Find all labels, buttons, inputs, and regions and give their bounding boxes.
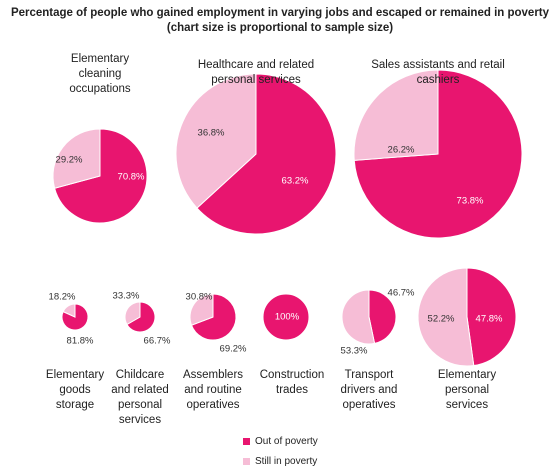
- pie-slice-still-in-poverty: [353, 69, 439, 161]
- pie-value-label-still: 53.3%: [341, 346, 368, 357]
- pie-category-label-line: personal: [444, 384, 490, 396]
- pie-slice-out-of-poverty: [190, 293, 237, 341]
- pie-category-label-line: Assemblers: [182, 369, 244, 381]
- pie-value-label-out: 47.8%: [476, 314, 503, 325]
- pie-category-label-line: drivers and: [340, 384, 398, 396]
- pie-category-label-line: Healthcare and related: [197, 59, 315, 71]
- legend-label-still-in-poverty: Still in poverty: [255, 455, 318, 467]
- pie-value-label-still: 18.2%: [49, 292, 76, 303]
- pie-category-label-line: Elementary: [70, 53, 130, 65]
- chart-title: Percentage of people who gained employme…: [0, 6, 560, 36]
- legend-item-out-of-poverty: Out of poverty: [243, 431, 318, 451]
- pie-value-label-still: 26.2%: [388, 145, 415, 156]
- pie-value-label-out: 66.7%: [144, 336, 171, 347]
- pie-category-label-line: trades: [276, 384, 308, 396]
- pie-slice-still-in-poverty: [189, 293, 214, 326]
- pie-category-label-line: operatives: [342, 399, 396, 411]
- pie-category-label-line: storage: [55, 399, 95, 411]
- pie-category-label-line: cashiers: [416, 74, 460, 86]
- pie-category-label-line: personal services: [211, 74, 301, 86]
- pie-category-label-line: occupations: [69, 83, 131, 95]
- pie-category-label-line: Transport: [344, 369, 394, 381]
- pie-slice-out-of-poverty: [54, 128, 148, 224]
- legend-label-out-of-poverty: Out of poverty: [255, 435, 318, 447]
- legend: Out of poverty Still in poverty: [243, 431, 318, 471]
- legend-item-still-in-poverty: Still in poverty: [243, 451, 318, 471]
- pie-category-label-line: services: [445, 399, 489, 411]
- pie-slice-still-in-poverty: [52, 128, 101, 189]
- pie-value-label-out: 73.8%: [457, 196, 484, 207]
- pie-category-label: Transport drivers and operatives: [324, 368, 414, 413]
- pie-value-label-out: 63.2%: [282, 176, 309, 187]
- pie-slice-out-of-poverty: [466, 267, 517, 367]
- pie-category-label-line: operatives: [186, 399, 240, 411]
- pie-category-label-line: Elementary: [437, 369, 497, 381]
- pie-slice-out-of-poverty: [262, 293, 310, 341]
- pie-category-label: Elementary goods storage: [35, 368, 115, 413]
- pie-category-label: Elementary cleaning occupations: [45, 52, 155, 97]
- legend-swatch-out-of-poverty: [243, 437, 250, 445]
- chart-subtitle-line: (chart size is proportional to sample si…: [166, 22, 394, 34]
- pie-slice-out-of-poverty: [368, 289, 397, 345]
- pie-value-label-out: 69.2%: [220, 344, 247, 355]
- pie-category-label-line: and routine: [184, 384, 242, 396]
- pie-value-label-still: 36.8%: [198, 128, 225, 139]
- pie-value-label-still: 30.8%: [186, 292, 213, 303]
- pie-category-label: Childcare and related personal services: [100, 368, 180, 428]
- pie-slice-still-in-poverty: [341, 289, 376, 345]
- pie-category-label-line: services: [118, 414, 162, 426]
- pie-category-label-line: personal: [117, 399, 163, 411]
- pie-value-label-out: 81.8%: [67, 336, 94, 347]
- pie-category-label-line: goods: [59, 384, 91, 396]
- pie-value-label-still: 33.3%: [113, 291, 140, 302]
- legend-swatch-still-in-poverty: [243, 457, 250, 465]
- pie-value-label-still: 29.2%: [56, 155, 83, 166]
- pie-category-label: Healthcare and related personal services: [171, 58, 341, 88]
- pie-value-label-out: 70.8%: [118, 172, 145, 183]
- pie-category-label-line: Childcare: [115, 369, 165, 381]
- pie-category-label-line: cleaning: [78, 68, 122, 80]
- pie-category-label-line: Sales assistants and retail: [371, 59, 505, 71]
- pie-value-label-out: 100%: [275, 312, 300, 323]
- chart-title-line: Percentage of people who gained employme…: [10, 7, 550, 19]
- pie-value-label-still: 52.2%: [428, 314, 455, 325]
- pie-category-label: Elementary personal services: [417, 368, 517, 413]
- pie-category-label-line: Elementary: [45, 369, 105, 381]
- pie-value-label-out: 46.7%: [388, 288, 415, 299]
- pie-category-label: Construction trades: [247, 368, 337, 398]
- pie-slice-out-of-poverty: [126, 301, 156, 333]
- pie-slice-still-in-poverty: [417, 267, 475, 367]
- pie-slice-out-of-poverty: [196, 73, 337, 235]
- pie-category-label-line: Construction: [259, 369, 325, 381]
- pie-category-label-line: and related: [111, 384, 169, 396]
- pie-slice-still-in-poverty: [124, 301, 141, 326]
- pie-category-label: Sales assistants and retail cashiers: [348, 58, 528, 88]
- pie-slice-still-in-poverty: [175, 73, 257, 209]
- pie-slice-still-in-poverty: [62, 303, 76, 318]
- pie-category-label: Assemblers and routine operatives: [168, 368, 258, 413]
